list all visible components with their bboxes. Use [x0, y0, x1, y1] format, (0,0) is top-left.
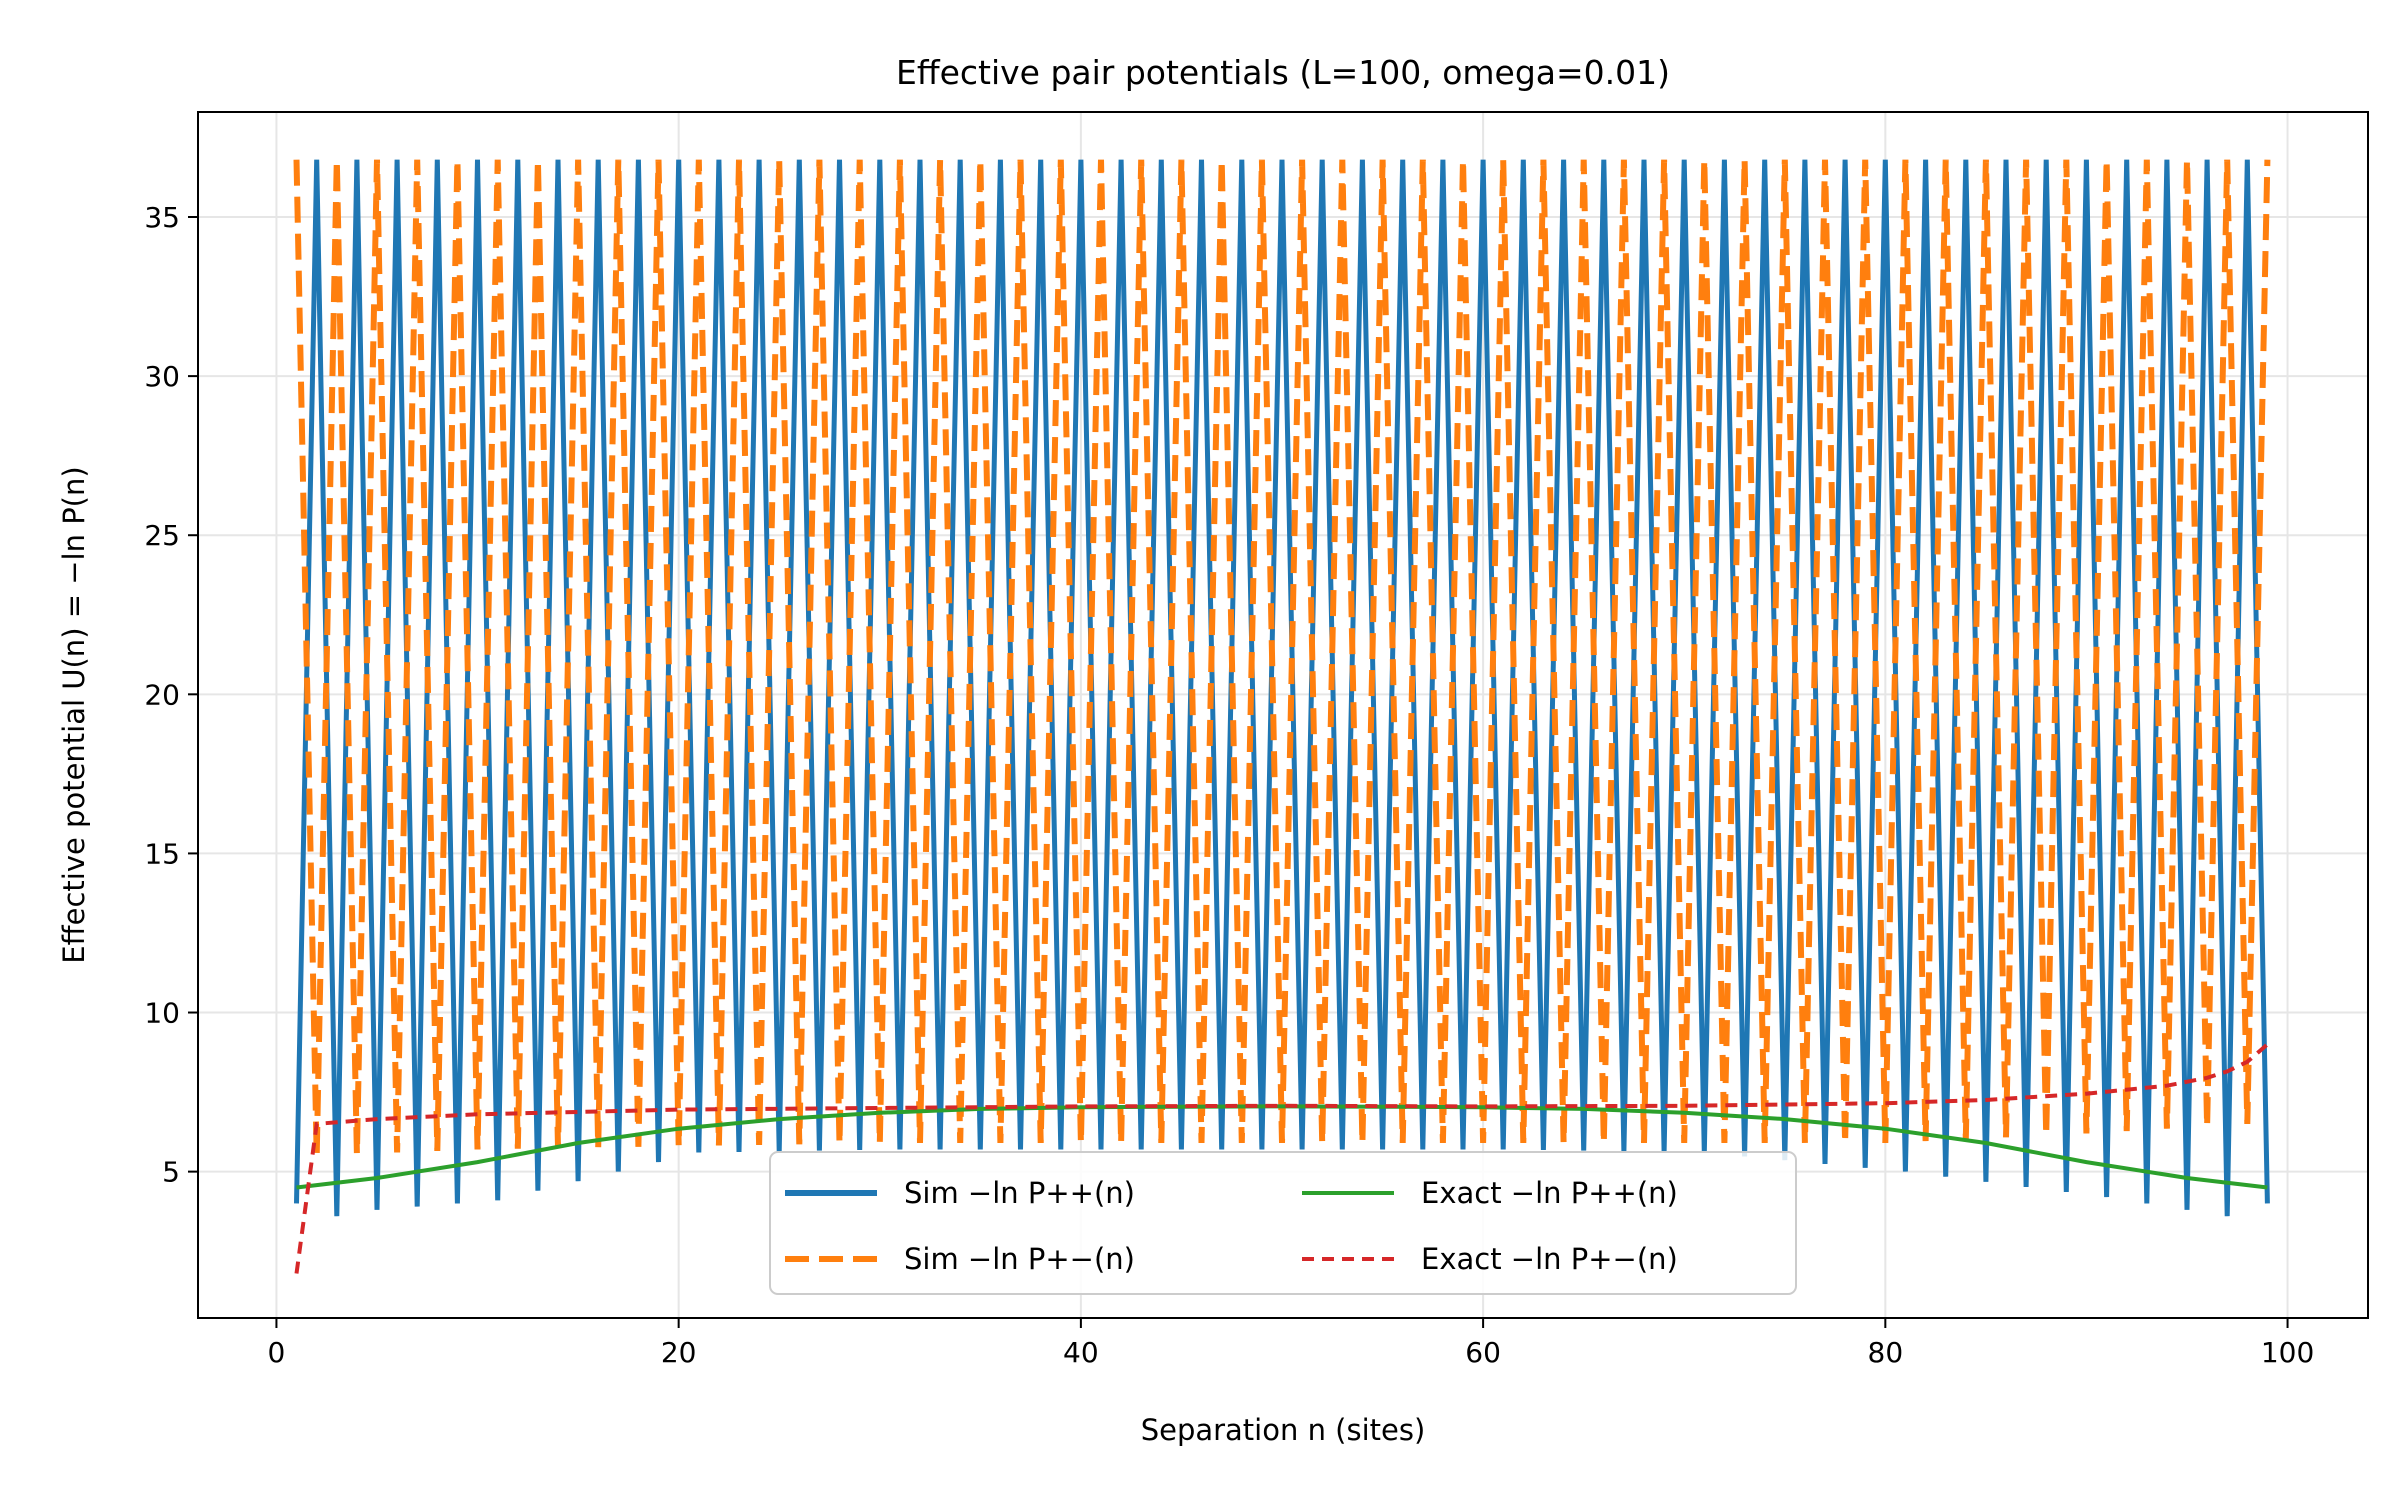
x-tick-label: 40 — [1063, 1336, 1099, 1369]
legend-label-exact-pp: Exact −ln P++(n) — [1421, 1176, 1678, 1210]
legend-label-sim-pm: Sim −ln P+−(n) — [904, 1242, 1135, 1276]
y-tick-label: 15 — [144, 837, 180, 870]
legend: Sim −ln P++(n) Sim −ln P+−(n) Exact −ln … — [769, 1151, 1797, 1295]
x-tick-label: 80 — [1868, 1336, 1904, 1369]
legend-label-exact-pm: Exact −ln P+−(n) — [1421, 1242, 1678, 1276]
series-layer — [293, 159, 2271, 1274]
plot-frame — [197, 111, 2369, 1319]
x-axis-label: Separation n (sites) — [1141, 1413, 1426, 1447]
y-tick-label: 35 — [144, 201, 180, 234]
y-tick-label: 25 — [144, 519, 180, 552]
x-tick-label: 100 — [2261, 1336, 2314, 1369]
series-line-sim-pm — [293, 159, 2271, 1156]
x-tick-label: 60 — [1465, 1336, 1501, 1369]
y-tick-label: 5 — [162, 1156, 180, 1189]
series-line-exact-pp — [296, 1104, 2268, 1190]
chart-title: Effective pair potentials (L=100, omega=… — [896, 53, 1670, 92]
y-axis-label: Effective potential U(n) = −ln P(n) — [57, 466, 91, 963]
y-tick-label: 10 — [144, 997, 180, 1030]
legend-label-sim-pp: Sim −ln P++(n) — [904, 1176, 1135, 1210]
y-tick-label: 20 — [144, 678, 180, 711]
x-tick-label: 20 — [661, 1336, 697, 1369]
x-tick-label: 0 — [268, 1336, 286, 1369]
series-line-sim-pp — [294, 159, 2270, 1217]
ticks: 0 20 40 60 80 100 5 10 15 20 25 30 35 — [144, 201, 2314, 1369]
legend-frame — [769, 1151, 1797, 1295]
series-line-exact-pm — [294, 1042, 2269, 1274]
y-tick-label: 30 — [144, 360, 180, 393]
